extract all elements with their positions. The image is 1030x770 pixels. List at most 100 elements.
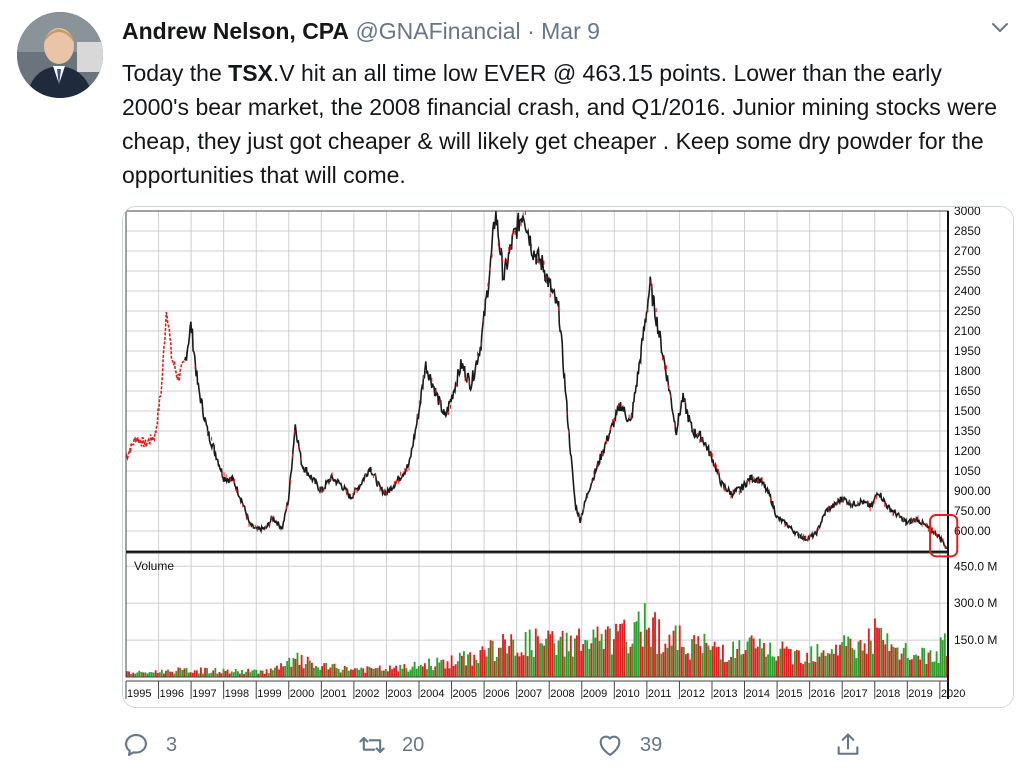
volume-bar bbox=[156, 673, 159, 677]
volume-bar bbox=[495, 657, 498, 677]
volume-bar bbox=[206, 668, 208, 677]
volume-bar bbox=[370, 668, 373, 677]
volume-bar bbox=[500, 647, 502, 677]
volume-bar bbox=[331, 664, 334, 677]
volume-bar bbox=[851, 648, 854, 677]
volume-bar bbox=[247, 668, 250, 677]
volume-bar bbox=[584, 640, 587, 677]
volume-bar bbox=[898, 659, 901, 677]
volume-bar bbox=[245, 671, 248, 677]
chart-axes bbox=[125, 210, 949, 699]
volume-bar bbox=[243, 673, 245, 677]
volume-bar bbox=[226, 669, 229, 677]
volume-bar bbox=[325, 663, 328, 677]
volume-bar bbox=[526, 656, 529, 677]
x-tick-label: 2017 bbox=[843, 688, 867, 700]
volume-bar bbox=[574, 638, 576, 677]
volume-bar bbox=[668, 634, 671, 677]
share-button[interactable] bbox=[834, 728, 862, 762]
volume-bar bbox=[699, 645, 702, 677]
author-name[interactable]: Andrew Nelson, CPA bbox=[122, 18, 350, 44]
chart-background bbox=[123, 207, 1013, 707]
volume-bar bbox=[775, 660, 778, 677]
volume-bar bbox=[742, 653, 745, 677]
volume-bar bbox=[798, 650, 800, 677]
volume-bar bbox=[812, 661, 815, 677]
volume-bar bbox=[551, 631, 554, 677]
author-handle[interactable]: @GNAFinancial bbox=[355, 18, 521, 44]
volume-bars bbox=[126, 603, 948, 677]
volume-bar bbox=[828, 653, 831, 677]
like-button[interactable]: 39 bbox=[596, 728, 662, 762]
volume-bar bbox=[658, 619, 661, 677]
volume-bar bbox=[793, 651, 796, 677]
volume-bar bbox=[559, 636, 562, 677]
volume-bar bbox=[237, 671, 239, 677]
volume-bar bbox=[890, 644, 893, 677]
volume-bar bbox=[822, 650, 825, 677]
volume-bar bbox=[528, 629, 531, 677]
volume-bar bbox=[450, 655, 453, 677]
volume-bar bbox=[676, 650, 679, 677]
volume-bar bbox=[415, 668, 418, 677]
volume-bar bbox=[925, 663, 928, 677]
volume-bar bbox=[740, 654, 743, 677]
tweet-menu-button[interactable] bbox=[988, 16, 1012, 40]
volume-bar bbox=[545, 638, 548, 677]
volume-bar bbox=[763, 643, 765, 677]
tweet-date[interactable]: Mar 9 bbox=[541, 18, 600, 44]
volume-bar bbox=[746, 641, 749, 677]
volume-bar bbox=[471, 665, 474, 677]
volume-bar bbox=[769, 642, 772, 677]
volume-bar bbox=[228, 673, 231, 677]
volume-bar bbox=[126, 671, 128, 677]
volume-bar bbox=[859, 640, 862, 677]
volume-bar bbox=[317, 667, 319, 677]
volume-bar bbox=[571, 656, 574, 677]
volume-bar bbox=[200, 667, 202, 677]
volume-bar bbox=[884, 644, 887, 677]
volume-bar bbox=[835, 644, 837, 677]
volume-bar bbox=[212, 670, 215, 677]
volume-bar bbox=[167, 669, 169, 677]
volume-bar bbox=[173, 673, 176, 677]
volume-bar bbox=[625, 641, 628, 677]
volume-bar bbox=[878, 628, 880, 677]
volume-bar bbox=[257, 673, 260, 677]
volume-bar bbox=[502, 634, 504, 677]
volume-bar bbox=[880, 627, 883, 677]
price-tick-label: 2550 bbox=[954, 264, 981, 278]
low-highlight-box bbox=[929, 514, 959, 558]
volume-bar bbox=[670, 645, 673, 677]
reply-count: 3 bbox=[166, 733, 178, 756]
volume-bar bbox=[469, 652, 472, 677]
retweet-count: 20 bbox=[402, 733, 425, 756]
volume-bar bbox=[380, 670, 383, 677]
volume-bar bbox=[294, 658, 297, 677]
volume-bar bbox=[171, 671, 174, 677]
volume-bar bbox=[693, 635, 696, 677]
volume-bar bbox=[902, 647, 905, 677]
volume-bar bbox=[685, 654, 687, 677]
volume-tick-label: 300.0 M bbox=[954, 596, 997, 610]
volume-bar bbox=[352, 669, 354, 677]
volume-bar bbox=[643, 603, 646, 677]
volume-bar bbox=[458, 652, 461, 677]
volume-bar bbox=[409, 669, 412, 677]
volume-bar bbox=[300, 654, 303, 677]
price-tick-label: 1500 bbox=[954, 404, 981, 418]
retweet-button[interactable]: 20 bbox=[358, 728, 424, 762]
volume-bar bbox=[440, 660, 443, 677]
reply-button[interactable]: 3 bbox=[122, 728, 177, 762]
volume-bar bbox=[756, 646, 759, 677]
volume-bar bbox=[288, 657, 291, 677]
chart-image[interactable]: 3000 2850 2700 2550 2400 2250 2100 1950 1800 1650… bbox=[122, 206, 1014, 708]
volume-bar bbox=[613, 639, 615, 677]
volume-bar bbox=[619, 624, 622, 677]
volume-bar bbox=[444, 668, 447, 677]
retweet-arrows-icon bbox=[359, 736, 385, 754]
volume-bar bbox=[917, 655, 920, 677]
volume-bar bbox=[945, 656, 948, 677]
avatar[interactable] bbox=[17, 12, 103, 98]
volume-bar bbox=[376, 668, 379, 677]
